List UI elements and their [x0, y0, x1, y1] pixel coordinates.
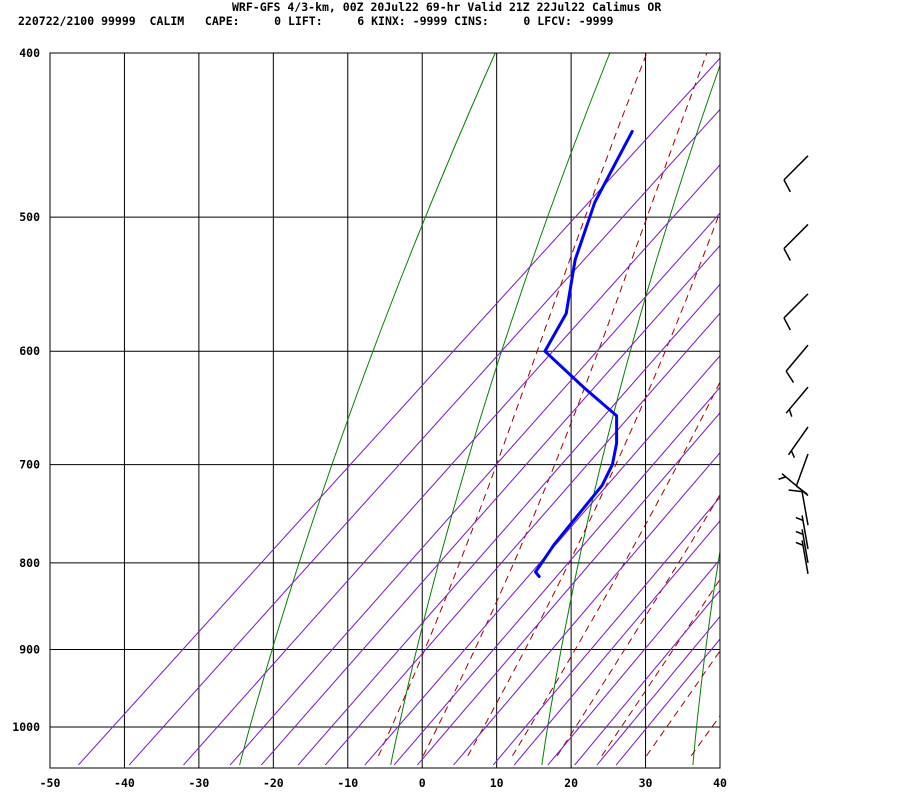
- dry-adiabat-line: [844, 53, 900, 765]
- wind-barb: [795, 515, 809, 550]
- moist-adiabat-line: [601, 578, 720, 757]
- mixing-ratio-line: [547, 558, 720, 766]
- temperature-profile-line: [738, 131, 857, 576]
- x-tick-label: 0: [419, 776, 426, 790]
- wind-barb: [795, 540, 809, 574]
- y-tick-label: 600: [19, 344, 40, 358]
- mixing-ratio-line: [324, 312, 720, 766]
- wind-barb: [788, 489, 809, 526]
- wind-barb: [787, 426, 809, 458]
- wind-barb: [783, 223, 809, 261]
- x-tick-label: 20: [564, 776, 578, 790]
- dry-adiabat-line: [239, 53, 496, 766]
- mixing-ratio-line: [417, 412, 720, 766]
- mixing-ratio-line: [78, 57, 720, 766]
- moist-adiabat-line: [690, 714, 720, 757]
- mixing-ratio-line: [615, 638, 720, 766]
- x-tick-label: -50: [40, 776, 61, 790]
- moist-adiabat-line: [467, 210, 720, 757]
- dry-adiabat-line: [541, 64, 720, 766]
- wind-barb: [778, 473, 809, 497]
- moist-adiabat-line: [378, 53, 648, 756]
- mixing-ratio-line: [393, 386, 720, 766]
- x-tick-label: 40: [713, 776, 727, 790]
- wind-barbs: [778, 155, 809, 574]
- chart-title: WRF-GFS 4/3-km, 00Z 20Jul22 69-hr Valid …: [232, 0, 662, 14]
- station-stats-line: 220722/2100 99999 CALIM CAPE: 0 LIFT: 6 …: [18, 14, 614, 28]
- mixing-ratio-line: [128, 108, 720, 766]
- y-tick-label: 1000: [12, 720, 40, 734]
- y-tick-label: 800: [19, 556, 40, 570]
- mixing-ratio-line: [513, 520, 720, 766]
- moist-adiabat-line: [646, 650, 720, 757]
- mixing-ratio-line: [260, 244, 720, 766]
- wind-barb: [783, 293, 809, 331]
- mixing-ratio-line: [574, 589, 720, 766]
- moist-adiabat-line: [736, 46, 900, 756]
- mixing-ratio-line: [229, 212, 720, 766]
- wind-barb: [785, 386, 809, 417]
- x-axis-tick-labels: -50 -40 -30 -20 -10 0 10 20 30 40: [40, 776, 727, 790]
- mixing-ratio-line: [183, 164, 720, 766]
- y-tick-label: 900: [19, 642, 40, 656]
- sounding-profiles: [534, 129, 857, 578]
- moist-adiabat-line: [512, 380, 720, 757]
- wind-barb: [785, 344, 809, 383]
- y-tick-label: 400: [19, 46, 40, 60]
- x-tick-label: 30: [639, 776, 653, 790]
- x-tick-label: -30: [188, 776, 209, 790]
- mixing-ratio-line: [453, 451, 720, 766]
- y-axis-tick-labels: 400 500 600 700 800 900 1000: [12, 46, 40, 734]
- x-tick-label: 10: [490, 776, 504, 790]
- mixing-ratio-line: [596, 615, 720, 766]
- x-tick-label: -10: [337, 776, 358, 790]
- moist-adiabat-line: [422, 53, 708, 757]
- mixing-ratio-line: [364, 354, 720, 766]
- y-tick-label: 500: [19, 210, 40, 224]
- y-tick-label: 700: [19, 458, 40, 472]
- mixing-ratio-line: [297, 283, 720, 766]
- dry-adiabat-line: [390, 53, 611, 766]
- wind-barb: [783, 155, 809, 193]
- pressure-temperature-grid: [49, 52, 721, 768]
- plot-frame: [49, 52, 721, 769]
- thermodynamic-background-lines: [78, 46, 900, 766]
- x-tick-label: -40: [114, 776, 135, 790]
- dry-adiabat-line: [692, 548, 720, 766]
- mixing-ratio-line: [492, 496, 720, 766]
- dewpoint-profile-line: [534, 129, 634, 578]
- wind-barb: [795, 529, 809, 563]
- x-tick-label: -20: [263, 776, 284, 790]
